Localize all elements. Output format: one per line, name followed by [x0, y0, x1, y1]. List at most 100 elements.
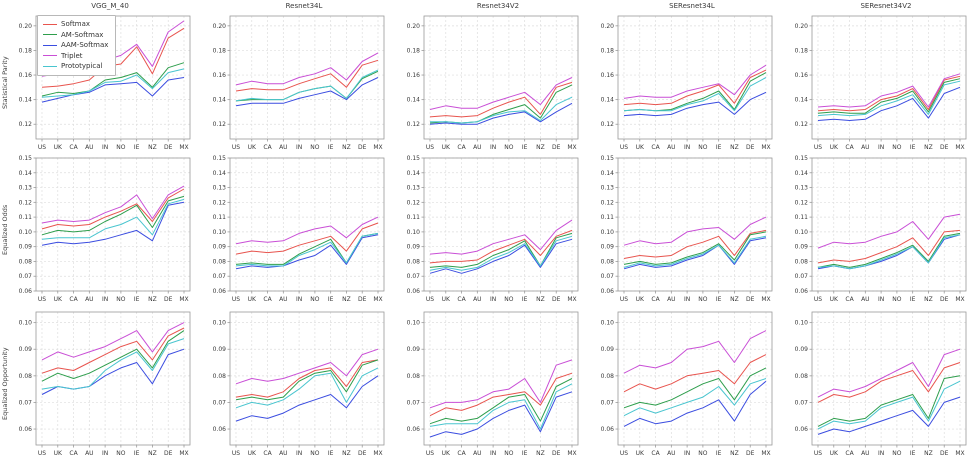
x-tick-label: US: [426, 144, 434, 151]
y-axis-spacer: [194, 13, 204, 153]
y-tick-label: 0.13: [795, 185, 809, 192]
x-tick-label: NO: [892, 144, 901, 151]
chart-cell-statistical-parity-resnet34v2: Resnet34V2 0.12 0.14 0.16 0.18 0.20 US UK CA AU I…: [388, 0, 582, 153]
series-line-triplet: [817, 214, 961, 249]
y-tick-label: 0.11: [213, 214, 227, 221]
y-tick-label: 0.06: [795, 288, 809, 295]
y-tick-label: 0.08: [601, 372, 615, 379]
x-tick-label: CA: [457, 144, 466, 151]
x-tick-label: UK: [442, 144, 451, 151]
series-line-aam-softmax: [41, 77, 185, 103]
x-tick-label: IE: [328, 296, 334, 303]
y-tick-label: 0.07: [795, 274, 809, 281]
chart-cell-equalized-odds-resnet34v2: 0.06 0.07 0.08 0.09 0.10 0.11 0.12 0.13 0.14 0.15…: [388, 153, 582, 306]
y-tick-label: 0.14: [407, 97, 421, 104]
y-axis-label-statistical-parity: Statistical Parity: [1, 56, 9, 110]
x-tick-label: UK: [248, 450, 257, 457]
series-line-softmax: [235, 359, 379, 398]
y-tick-label: 0.11: [407, 214, 421, 221]
x-tick-label: IN: [490, 144, 496, 151]
series-line-softmax: [429, 81, 573, 118]
y-tick-label: 0.10: [601, 229, 615, 236]
y-tick-label: 0.07: [601, 274, 615, 281]
y-axis-spacer: [582, 155, 592, 305]
x-tick-label: US: [38, 144, 46, 151]
x-tick-label: CA: [651, 450, 660, 457]
x-tick-label: NO: [504, 144, 513, 151]
series-line-prototypical: [623, 77, 767, 112]
series-line-aam-softmax: [41, 202, 185, 247]
series-line-am-softmax: [817, 374, 961, 427]
y-tick-label: 0.09: [407, 244, 421, 251]
gridlines: [424, 311, 578, 445]
x-tick-label: IN: [296, 144, 302, 151]
chart-cell-statistical-parity-seresnet34v2: SEResnet34V2 0.12 0.14 0.16 0.18 0.20 US UK CA A…: [776, 0, 970, 153]
y-tick-label: 0.07: [407, 274, 421, 281]
x-tick-label: AU: [861, 296, 870, 303]
y-tick-label: 0.15: [601, 155, 615, 162]
series-line-triplet: [429, 77, 573, 110]
x-tick-label: UK: [830, 144, 839, 151]
y-tick-label: 0.11: [19, 214, 33, 221]
y-axis-spacer: [388, 155, 398, 305]
series-line-am-softmax: [623, 367, 767, 408]
chart-title-resnet34v2: Resnet34V2: [476, 2, 520, 10]
x-tick-label: CA: [845, 296, 854, 303]
x-tick-label: US: [620, 296, 628, 303]
x-tick-label: IN: [878, 144, 884, 151]
chart-canvas: 0.12 0.14 0.16 0.18 0.20 US UK CA AU IN NO IE NZ DE MX: [601, 15, 773, 151]
series-line-prototypical: [235, 69, 379, 102]
axes: 0.06 0.07 0.08 0.09 0.10 US UK CA AU IN NO IE NZ DE MX: [213, 311, 385, 457]
x-tick-label: IE: [716, 450, 722, 457]
series-line-aam-softmax: [235, 234, 379, 270]
series-line-softmax: [429, 230, 573, 264]
chart-cell-equalized-opportunity-seresnet34v2: 0.06 0.07 0.08 0.09 0.10 US UK CA AU IN NO IE NZ DE MX: [776, 307, 970, 460]
y-tick-label: 0.06: [407, 288, 421, 295]
x-tick-label: AU: [473, 144, 482, 151]
x-tick-label: NO: [504, 296, 513, 303]
x-tick-label: IN: [878, 450, 884, 457]
x-tick-label: NZ: [342, 296, 351, 303]
x-tick-label: AU: [473, 450, 482, 457]
y-tick-label: 0.12: [407, 121, 421, 128]
y-tick-label: 0.14: [19, 97, 33, 104]
series-line-aam-softmax: [235, 375, 379, 422]
series-line-prototypical: [41, 68, 185, 98]
x-tick-label: NO: [504, 450, 513, 457]
y-tick-label: 0.10: [19, 319, 33, 326]
y-tick-label: 0.09: [213, 346, 227, 353]
x-tick-label: IE: [910, 296, 916, 303]
x-tick-label: CA: [457, 450, 466, 457]
series-line-am-softmax: [817, 233, 961, 269]
y-tick-label: 0.18: [213, 47, 227, 54]
x-tick-label: NO: [892, 296, 901, 303]
series-line-prototypical: [817, 380, 961, 430]
x-tick-label: US: [232, 296, 240, 303]
y-axis-spacer: [388, 13, 398, 153]
y-tick-label: 0.10: [407, 319, 421, 326]
gridlines: [618, 157, 772, 292]
y-tick-label: 0.07: [407, 399, 421, 406]
x-tick-label: DE: [552, 296, 561, 303]
y-tick-label: 0.14: [213, 170, 227, 177]
x-tick-label: CA: [263, 144, 272, 151]
y-tick-label: 0.20: [601, 23, 615, 30]
series-line-triplet: [235, 348, 379, 384]
x-tick-label: IN: [102, 296, 108, 303]
axes: 0.06 0.07 0.08 0.09 0.10 0.11 0.12 0.13 0.14 0.15…: [601, 155, 773, 303]
x-tick-label: CA: [845, 450, 854, 457]
y-tick-label: 0.10: [213, 229, 227, 236]
y-tick-label: 0.06: [601, 426, 615, 433]
x-tick-label: CA: [69, 144, 78, 151]
y-tick-label: 0.07: [213, 399, 227, 406]
chart-canvas: 0.06 0.07 0.08 0.09 0.10 US UK CA AU IN NO IE NZ DE MX: [213, 311, 385, 457]
x-tick-label: DE: [746, 450, 755, 457]
x-tick-label: NZ: [536, 144, 545, 151]
chart-canvas: 0.06 0.07 0.08 0.09 0.10 0.11 0.12 0.13 0.14 0.15…: [601, 155, 773, 303]
x-tick-label: US: [232, 144, 240, 151]
x-tick-label: US: [38, 450, 46, 457]
series-line-softmax: [235, 59, 379, 92]
series-line-softmax: [623, 353, 767, 392]
y-tick-label: 0.16: [407, 72, 421, 79]
x-tick-label: DE: [552, 450, 561, 457]
